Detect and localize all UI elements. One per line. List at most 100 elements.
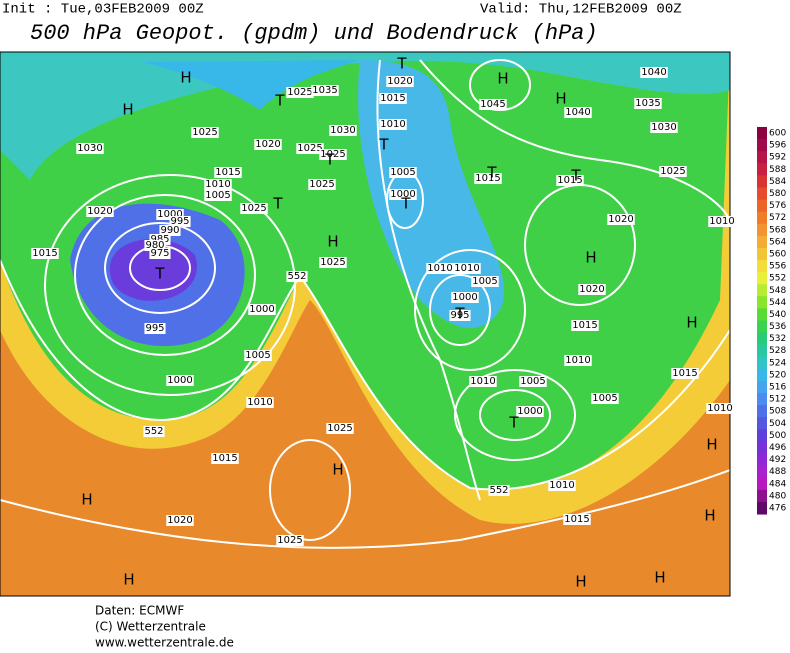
colorbar-label: 532 — [769, 334, 786, 344]
label-box — [578, 284, 606, 295]
colorbar-label: 536 — [769, 322, 786, 332]
isobar-label: 1015 — [212, 453, 237, 464]
colorbar-label: 600 — [769, 129, 786, 139]
pressure-center: H — [180, 69, 191, 87]
pressure-center: H — [585, 249, 596, 267]
isobar-label: 1020 — [579, 284, 604, 295]
colorbar-label: 504 — [769, 419, 786, 429]
isobar-label: 1000 — [167, 375, 192, 386]
contour-552 — [0, 259, 730, 491]
label-box — [471, 276, 499, 287]
label-box — [329, 125, 357, 136]
pressure-center: T — [378, 136, 389, 154]
pressure-center: T — [274, 92, 285, 110]
label-box — [240, 203, 268, 214]
label-box — [166, 375, 194, 386]
isobar-label: 552 — [489, 485, 508, 496]
isobar — [74, 194, 256, 356]
valid-label: Valid: Thu,12FEB2009 00Z — [480, 2, 682, 18]
colorbar-swatch — [757, 393, 767, 406]
isobar-label: 1010 — [470, 376, 495, 387]
label-box — [211, 453, 239, 464]
isobar-label: 975 — [150, 248, 169, 259]
label-box — [286, 87, 314, 98]
isobar-label: 1025 — [309, 179, 334, 190]
colorbar-swatch — [757, 151, 767, 164]
label-box — [607, 214, 635, 225]
isobar — [414, 249, 526, 371]
low-core — [109, 238, 197, 301]
label-box — [516, 406, 544, 417]
isobar-label: 1015 — [557, 175, 582, 186]
label-box — [591, 393, 619, 404]
isobar-label: 1015 — [215, 167, 240, 178]
colorbar-label: 496 — [769, 443, 786, 453]
label-box — [479, 99, 507, 110]
pressure-center: T — [272, 195, 283, 213]
colorbar-swatch — [757, 284, 767, 297]
colorbar-label: 548 — [769, 286, 786, 296]
isobar — [104, 222, 216, 314]
label-box — [76, 143, 104, 154]
isobar-label: 1020 — [87, 206, 112, 217]
colorbar-label: 528 — [769, 346, 786, 356]
isobar-label: 1035 — [312, 85, 337, 96]
isobar-label: 1005 — [472, 276, 497, 287]
pressure-center: T — [508, 414, 519, 432]
colorbar-label: 524 — [769, 358, 786, 368]
isobar-label: 995 — [145, 323, 164, 334]
colorbar-swatch — [757, 223, 767, 237]
isobar — [269, 439, 351, 541]
label-box — [564, 107, 592, 118]
label-box — [319, 149, 347, 160]
isobar-label: 1015 — [572, 320, 597, 331]
colorbar-swatch — [757, 247, 767, 261]
isobar-label: 1015 — [380, 93, 405, 104]
colorbar-swatch — [757, 344, 767, 358]
colorbar-label: 508 — [769, 407, 786, 417]
label-box — [449, 310, 471, 321]
label-box — [296, 143, 324, 154]
colorbar-label: 512 — [769, 395, 786, 405]
label-box — [144, 240, 166, 251]
colorbar-swatch — [757, 453, 767, 467]
label-box — [474, 173, 502, 184]
isobar-label: 1000 — [390, 189, 415, 200]
init-label: Init : Tue,03FEB2009 00Z — [2, 2, 204, 18]
label-box — [204, 179, 232, 190]
colorbar-swatch — [757, 175, 767, 188]
label-box — [706, 403, 734, 414]
colorbar-label: 596 — [769, 141, 786, 151]
isobar-label: 1030 — [651, 122, 676, 133]
colorbar-label: 556 — [769, 262, 786, 272]
isobar-label: 1010 — [427, 263, 452, 274]
colorbar-label: 480 — [769, 491, 786, 501]
label-box — [159, 225, 181, 236]
colorbar-label: 540 — [769, 310, 786, 320]
colorbar-swatch — [757, 320, 767, 334]
isobar-label: 1025 — [287, 87, 312, 98]
colorbar-swatch — [757, 260, 767, 273]
pressure-center: H — [686, 314, 697, 332]
label-box — [276, 535, 304, 546]
isobar — [0, 469, 730, 549]
isobar-label: 1015 — [32, 248, 57, 259]
isobar-label: 1035 — [635, 98, 660, 109]
isobar-label: 1040 — [565, 107, 590, 118]
isobar-label: 1030 — [330, 125, 355, 136]
isobar — [454, 369, 576, 461]
colorbar-label: 492 — [769, 455, 786, 465]
label-box — [453, 263, 481, 274]
pressure-center: T — [570, 167, 581, 185]
label-box — [144, 323, 166, 334]
label-box — [156, 209, 184, 220]
isobar-label: 1000 — [249, 304, 274, 315]
isobar-label: 1015 — [564, 514, 589, 525]
isobar-label: 1040 — [641, 67, 666, 78]
colorbar-swatch — [757, 465, 767, 479]
isobar-label: 1010 — [247, 397, 272, 408]
isobar-label: 1005 — [390, 167, 415, 178]
label-box — [248, 304, 276, 315]
colorbar-swatch — [757, 139, 767, 152]
